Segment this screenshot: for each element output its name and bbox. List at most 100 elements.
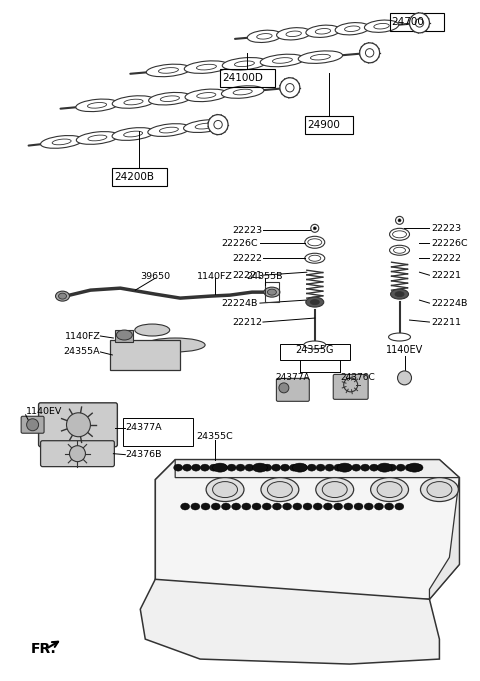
Ellipse shape (371, 477, 408, 501)
Ellipse shape (227, 464, 236, 471)
Ellipse shape (149, 93, 191, 105)
Circle shape (397, 371, 411, 385)
Ellipse shape (374, 503, 384, 510)
Ellipse shape (395, 503, 404, 510)
Ellipse shape (245, 464, 254, 471)
Ellipse shape (286, 31, 301, 37)
Text: 1140FZ: 1140FZ (197, 272, 233, 281)
Circle shape (360, 43, 380, 63)
Ellipse shape (364, 20, 398, 32)
Ellipse shape (213, 463, 228, 472)
Ellipse shape (316, 464, 325, 471)
Ellipse shape (236, 464, 245, 471)
Circle shape (214, 121, 222, 129)
Circle shape (398, 219, 401, 222)
Ellipse shape (76, 99, 118, 112)
Bar (123, 417, 193, 445)
Bar (112, 168, 167, 187)
Ellipse shape (276, 28, 311, 40)
Ellipse shape (390, 245, 409, 255)
Ellipse shape (305, 236, 325, 249)
Ellipse shape (308, 239, 322, 246)
Text: 22223: 22223 (232, 226, 262, 235)
Ellipse shape (160, 96, 180, 101)
Ellipse shape (307, 464, 316, 471)
Ellipse shape (211, 503, 220, 510)
Circle shape (26, 419, 38, 431)
Text: 24700: 24700 (392, 17, 424, 27)
Ellipse shape (292, 463, 307, 472)
Ellipse shape (124, 99, 143, 105)
Ellipse shape (405, 464, 414, 471)
Text: 22224B: 22224B (222, 298, 258, 308)
Ellipse shape (303, 503, 312, 510)
Bar (110, 340, 180, 370)
Circle shape (311, 224, 319, 232)
FancyBboxPatch shape (276, 379, 309, 401)
Text: 22221: 22221 (232, 270, 262, 280)
Circle shape (67, 413, 90, 437)
Polygon shape (430, 477, 459, 599)
Ellipse shape (264, 287, 280, 297)
Circle shape (279, 383, 289, 393)
Text: 24200B: 24200B (114, 172, 155, 183)
Ellipse shape (263, 464, 272, 471)
Text: 22224B: 22224B (432, 298, 468, 308)
Ellipse shape (116, 330, 132, 340)
Circle shape (286, 84, 294, 92)
Ellipse shape (222, 57, 266, 70)
Ellipse shape (41, 136, 83, 148)
Ellipse shape (395, 291, 404, 297)
Ellipse shape (124, 131, 143, 137)
Text: 24900: 24900 (307, 120, 340, 129)
Polygon shape (155, 460, 459, 599)
Text: 24355B: 24355B (247, 272, 283, 281)
FancyBboxPatch shape (41, 441, 114, 466)
Ellipse shape (393, 231, 407, 238)
Ellipse shape (389, 333, 410, 341)
Ellipse shape (298, 51, 343, 63)
Ellipse shape (88, 135, 107, 141)
Text: 22211: 22211 (432, 317, 461, 327)
Ellipse shape (201, 464, 209, 471)
Ellipse shape (201, 503, 210, 510)
Ellipse shape (185, 89, 228, 101)
Ellipse shape (180, 503, 190, 510)
Circle shape (415, 19, 424, 27)
Ellipse shape (252, 503, 261, 510)
Ellipse shape (267, 289, 276, 295)
Ellipse shape (316, 477, 354, 501)
Polygon shape (140, 580, 439, 664)
Ellipse shape (384, 503, 394, 510)
Ellipse shape (184, 61, 228, 74)
Ellipse shape (197, 93, 216, 98)
Ellipse shape (218, 464, 227, 471)
Ellipse shape (267, 481, 292, 498)
Ellipse shape (260, 54, 305, 67)
Ellipse shape (370, 464, 379, 471)
Ellipse shape (325, 464, 334, 471)
Text: 24355A: 24355A (64, 347, 100, 356)
Ellipse shape (345, 26, 360, 31)
Bar (115, 330, 133, 342)
Ellipse shape (273, 503, 281, 510)
Ellipse shape (344, 503, 353, 510)
Ellipse shape (196, 64, 216, 70)
Text: 22222: 22222 (432, 254, 461, 263)
Ellipse shape (112, 127, 154, 140)
Ellipse shape (334, 503, 343, 510)
Ellipse shape (76, 131, 119, 144)
Ellipse shape (135, 324, 170, 336)
Ellipse shape (242, 503, 251, 510)
Ellipse shape (234, 61, 254, 67)
Bar (220, 69, 275, 86)
Ellipse shape (374, 23, 389, 29)
Ellipse shape (311, 54, 330, 60)
Text: 1140EV: 1140EV (25, 407, 62, 416)
Ellipse shape (306, 297, 324, 307)
FancyBboxPatch shape (21, 416, 44, 433)
Text: 22221: 22221 (432, 270, 461, 280)
Circle shape (313, 227, 316, 229)
Ellipse shape (254, 464, 263, 471)
Ellipse shape (191, 503, 200, 510)
